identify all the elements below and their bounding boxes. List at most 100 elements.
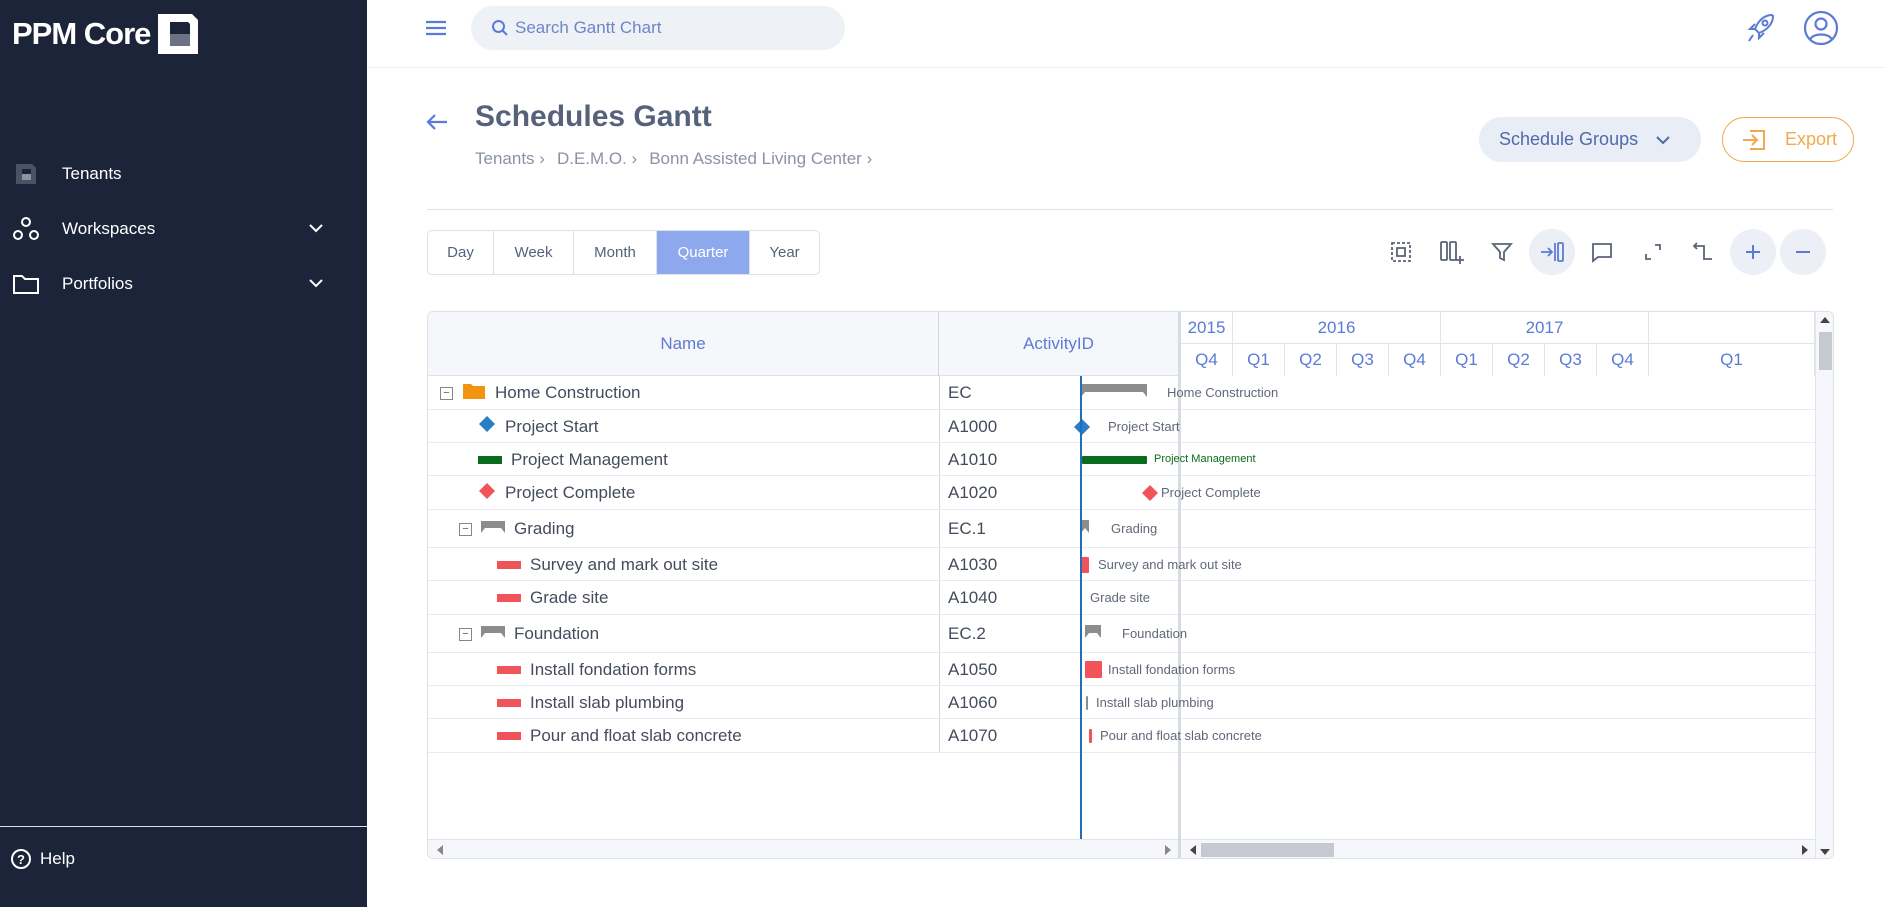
collapse-toggle-icon[interactable]: − (459, 522, 472, 536)
table-row[interactable]: Project Management A1010 (428, 443, 1178, 476)
bar-label: Grading (1111, 521, 1158, 536)
chevron-down-icon[interactable] (307, 274, 325, 292)
zoom-out-button[interactable] (1780, 229, 1826, 275)
task-bar[interactable] (1082, 455, 1147, 464)
scroll-down-icon[interactable] (1820, 848, 1830, 856)
timeline-quarter-header: Q2 (1493, 344, 1545, 376)
task-bar[interactable] (1081, 556, 1089, 573)
breadcrumb: Tenants › D.E.M.O. › Bonn Assisted Livin… (475, 149, 884, 169)
hamburger-menu-icon[interactable] (423, 16, 449, 40)
timeline-row (1181, 410, 1815, 443)
sidebar-nav: Tenants Workspaces Portfolios (0, 146, 367, 311)
sidebar-divider (0, 826, 367, 827)
table-row[interactable]: Install fondation forms A1050 (428, 653, 1178, 686)
table-row[interactable]: − Foundation EC.2 (428, 615, 1178, 653)
grid-splitter[interactable] (1178, 312, 1181, 858)
tab-year[interactable]: Year (769, 244, 800, 261)
table-row[interactable]: − Home Construction EC (428, 376, 1178, 410)
filter-button[interactable] (1479, 229, 1525, 275)
activity-id-cell: A1010 (948, 449, 998, 469)
app-logo[interactable]: PPM Core (12, 12, 200, 56)
table-row[interactable]: Grade site A1040 (428, 581, 1178, 615)
name-cell: Pour and float slab concrete (497, 719, 742, 753)
task-bar[interactable] (1089, 729, 1092, 743)
bar-label: Home Construction (1167, 385, 1279, 400)
zoom-in-button[interactable] (1730, 229, 1776, 275)
breadcrumb-bonn[interactable]: Bonn Assisted Living Center › (649, 149, 873, 168)
fit-to-screen-button[interactable] (1529, 229, 1575, 275)
timeline-horizontal-scrollbar[interactable] (1181, 839, 1815, 858)
chevron-down-icon[interactable] (307, 219, 325, 237)
task-bar[interactable] (1085, 661, 1102, 678)
fit-to-screen-icon (1541, 242, 1564, 262)
table-row[interactable]: Survey and mark out site A1030 (428, 548, 1178, 581)
sidebar-item-tenants[interactable]: Tenants (0, 146, 367, 201)
select-all-button[interactable] (1378, 229, 1424, 275)
scroll-left-icon[interactable] (1189, 845, 1197, 855)
tab-month[interactable]: Month (574, 231, 657, 274)
gantt-toolbar (1378, 229, 1838, 275)
sidebar-item-portfolios[interactable]: Portfolios (0, 256, 367, 311)
table-row[interactable]: Pour and float slab concrete A1070 (428, 719, 1178, 753)
summary-bar[interactable] (1081, 520, 1089, 534)
row-name: Install slab plumbing (530, 692, 685, 712)
milestone-diamond[interactable] (1141, 484, 1159, 502)
scroll-left-icon[interactable] (436, 845, 444, 855)
add-column-button[interactable] (1428, 229, 1474, 275)
row-name: Project Complete (505, 483, 636, 502)
search-box[interactable] (471, 6, 845, 50)
scroll-right-icon[interactable] (1164, 845, 1172, 855)
grid-header: Name ActivityID (428, 312, 1178, 376)
bar-label: Grade site (1090, 590, 1150, 605)
summary-bar[interactable] (1085, 625, 1101, 639)
task-bar-icon (497, 693, 521, 713)
help-label: Help (40, 849, 75, 868)
table-row[interactable]: Install slab plumbing A1060 (428, 686, 1178, 719)
search-input[interactable] (515, 18, 835, 38)
row-name: Pour and float slab concrete (530, 726, 742, 745)
timeline-row (1181, 615, 1815, 653)
column-header-activityid[interactable]: ActivityID (1023, 334, 1094, 353)
column-header-name[interactable]: Name (428, 312, 939, 376)
tab-day[interactable]: Day (428, 231, 494, 274)
schedule-groups-label: Schedule Groups (1499, 129, 1639, 149)
grid-horizontal-scrollbar[interactable] (428, 839, 1178, 858)
task-bar[interactable] (1086, 695, 1088, 710)
comment-button[interactable] (1579, 229, 1625, 275)
critical-path-button[interactable] (1680, 229, 1726, 275)
help-link[interactable]: ? Help (10, 848, 75, 870)
export-button[interactable]: Export (1722, 117, 1854, 162)
milestone-diamond-icon (478, 415, 496, 438)
scroll-right-icon[interactable] (1801, 845, 1809, 855)
scroll-up-icon[interactable] (1820, 316, 1830, 324)
summary-bar[interactable] (1081, 384, 1147, 398)
row-name: Project Start (505, 416, 599, 436)
scroll-thumb[interactable] (1819, 332, 1832, 370)
task-bar-icon (497, 588, 521, 608)
breadcrumb-demo[interactable]: D.E.M.O. › (556, 149, 638, 168)
sidebar-item-workspaces[interactable]: Workspaces (0, 201, 367, 256)
task-bar-icon (497, 555, 521, 575)
milestone-diamond[interactable] (1073, 418, 1091, 436)
timeline-quarter-header: Q1 (1649, 344, 1815, 376)
tab-quarter[interactable]: Quarter (657, 231, 750, 274)
rocket-icon[interactable] (1746, 12, 1776, 44)
table-row[interactable]: − Grading EC.1 (428, 510, 1178, 548)
collapse-toggle-icon[interactable]: − (440, 386, 453, 400)
table-row[interactable]: Project Start A1000 (428, 410, 1178, 443)
timeline-row (1181, 653, 1815, 686)
fullscreen-button[interactable] (1630, 229, 1676, 275)
back-arrow-icon[interactable] (423, 108, 451, 136)
schedule-groups-dropdown[interactable]: Schedule Groups (1479, 117, 1701, 162)
vertical-scrollbar[interactable] (1815, 312, 1833, 858)
bar-label: Project Management (1154, 452, 1256, 465)
table-row[interactable]: Project Complete A1020 (428, 476, 1178, 510)
name-cell: Grade site (497, 581, 608, 615)
scroll-thumb[interactable] (1201, 843, 1334, 857)
collapse-toggle-icon[interactable]: − (459, 627, 472, 641)
tab-week[interactable]: Week (494, 231, 574, 274)
timeline-year-header: 2015 (1181, 312, 1233, 344)
breadcrumb-tenants[interactable]: Tenants › (475, 149, 545, 168)
account-icon[interactable] (1802, 9, 1840, 47)
row-name: Home Construction (495, 383, 641, 402)
